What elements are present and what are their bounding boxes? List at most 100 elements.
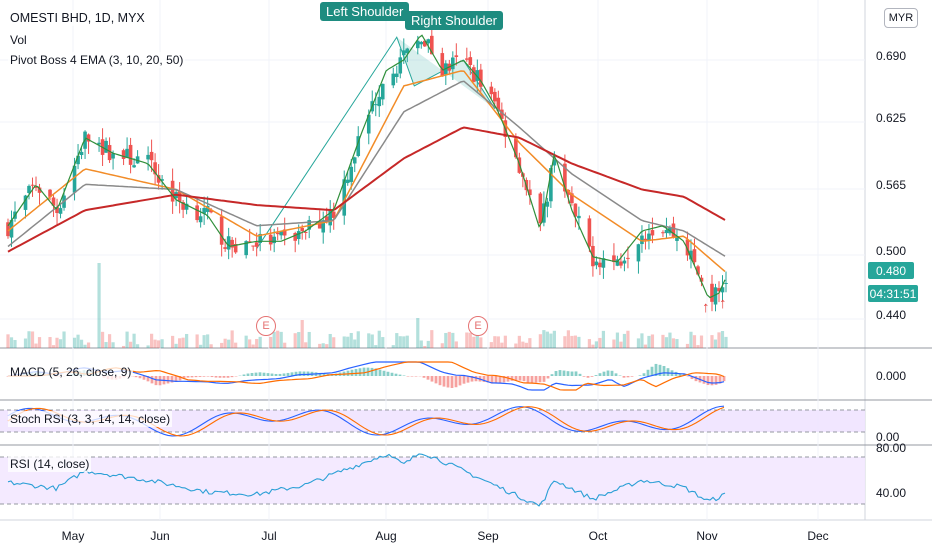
macd-histogram-bar [546, 376, 550, 379]
volume-bar [293, 333, 297, 348]
volume-bar [454, 341, 458, 348]
macd-histogram-bar [606, 370, 610, 376]
earnings-marker[interactable]: E [256, 316, 276, 336]
ema-line [7, 126, 726, 253]
candle-body [419, 41, 424, 45]
volume-bar [451, 332, 455, 348]
volume-bar [72, 337, 77, 348]
macd-histogram-bar [374, 368, 378, 376]
volume-bar [111, 342, 115, 348]
volume-bar [269, 336, 273, 348]
volume-bar [132, 333, 136, 348]
volume-bar [353, 339, 357, 348]
macd-histogram-bar [258, 372, 262, 376]
price-tick-label: 0.440 [876, 308, 906, 322]
macd-histogram-bar [198, 376, 202, 377]
macd-histogram-bar [210, 376, 214, 378]
candle-body [219, 216, 224, 245]
macd-histogram-bar [494, 376, 498, 384]
volume-bar [626, 330, 630, 348]
macd-histogram-bar [282, 373, 286, 376]
volume-bar [6, 334, 10, 348]
volume-bar [209, 344, 213, 348]
macd-legend[interactable]: MACD (5, 26, close, 9) [8, 364, 134, 380]
volume-bar [178, 338, 182, 348]
volume-legend[interactable]: Vol [8, 32, 29, 48]
volume-bar [573, 335, 577, 348]
candle-body [72, 165, 77, 193]
macd-histogram-bar [502, 376, 506, 383]
macd-histogram-bar [566, 371, 570, 376]
volume-bar [619, 341, 623, 348]
volume-bar [447, 331, 451, 348]
rsi-legend[interactable]: RSI (14, close) [8, 456, 92, 472]
candle-body [51, 197, 56, 206]
candle-body [500, 109, 504, 119]
volume-bar [251, 344, 255, 348]
candle-body [615, 259, 620, 266]
candle-body [612, 255, 616, 263]
macd-histogram-bar [450, 376, 454, 388]
volume-bar [30, 331, 35, 348]
volume-bar [444, 332, 448, 348]
macd-histogram-bar [382, 370, 386, 376]
volume-bar [307, 331, 311, 348]
volume-bar [342, 336, 346, 348]
volume-bar [83, 344, 87, 348]
ema-legend[interactable]: Pivot Boss 4 EMA (3, 10, 20, 50) [8, 52, 186, 68]
macd-histogram-bar [574, 371, 578, 376]
volume-bar [472, 336, 476, 348]
volume-bar [153, 339, 157, 348]
candle-body [254, 242, 259, 247]
rsi-line [7, 453, 726, 507]
volume-bar [13, 340, 17, 348]
volume-bar [199, 344, 203, 348]
macd-histogram-bar [454, 376, 458, 388]
volume-bar [377, 330, 381, 348]
macd-histogram-bar [378, 369, 382, 376]
candle-body [48, 189, 52, 197]
macd-histogram-bar [594, 375, 598, 376]
candle-body [121, 150, 126, 159]
macd-histogram-bar [646, 369, 650, 376]
volume-bar [97, 263, 101, 348]
volume-bar [55, 337, 59, 348]
candle-body [125, 148, 129, 158]
currency-button[interactable]: MYR [884, 8, 918, 28]
candle-body [724, 282, 728, 284]
macd-histogram-bar [202, 376, 206, 377]
macd-histogram-bar [622, 376, 626, 378]
volume-bar [100, 331, 105, 348]
macd-histogram-bar [626, 376, 630, 378]
macd-histogram-bar [134, 376, 138, 378]
time-tick-label: Nov [696, 529, 717, 543]
macd-histogram-bar [266, 373, 270, 376]
candle-body [587, 218, 592, 247]
symbol-title[interactable]: OMESTI BHD, 1D, MYX [8, 10, 147, 26]
time-tick-label: Dec [807, 529, 828, 543]
volume-bar [671, 338, 676, 348]
volume-bar [381, 337, 385, 348]
stoch-rsi-legend[interactable]: Stoch RSI (3, 3, 14, 14, close) [8, 411, 173, 427]
volume-bar [615, 332, 620, 348]
candle-body [160, 179, 164, 181]
macd-histogram-bar [470, 376, 474, 382]
macd-histogram-bar [174, 376, 178, 382]
earnings-marker[interactable]: E [468, 316, 488, 336]
candle-body [244, 241, 248, 256]
candle-body [650, 230, 655, 236]
volume-bar [356, 331, 360, 348]
macd-histogram-bar [642, 373, 646, 376]
candle-body [198, 216, 203, 223]
volume-bar [517, 335, 521, 348]
price-tick-label: 0.690 [876, 49, 906, 63]
candle-body [55, 207, 59, 214]
candle-body [479, 69, 483, 87]
macd-histogram-bar [370, 367, 374, 376]
candle-body [128, 144, 133, 165]
candle-body [496, 97, 501, 111]
macd-histogram-bar [482, 376, 486, 382]
volume-bar [475, 332, 479, 348]
macd-histogram-bar [442, 376, 446, 387]
